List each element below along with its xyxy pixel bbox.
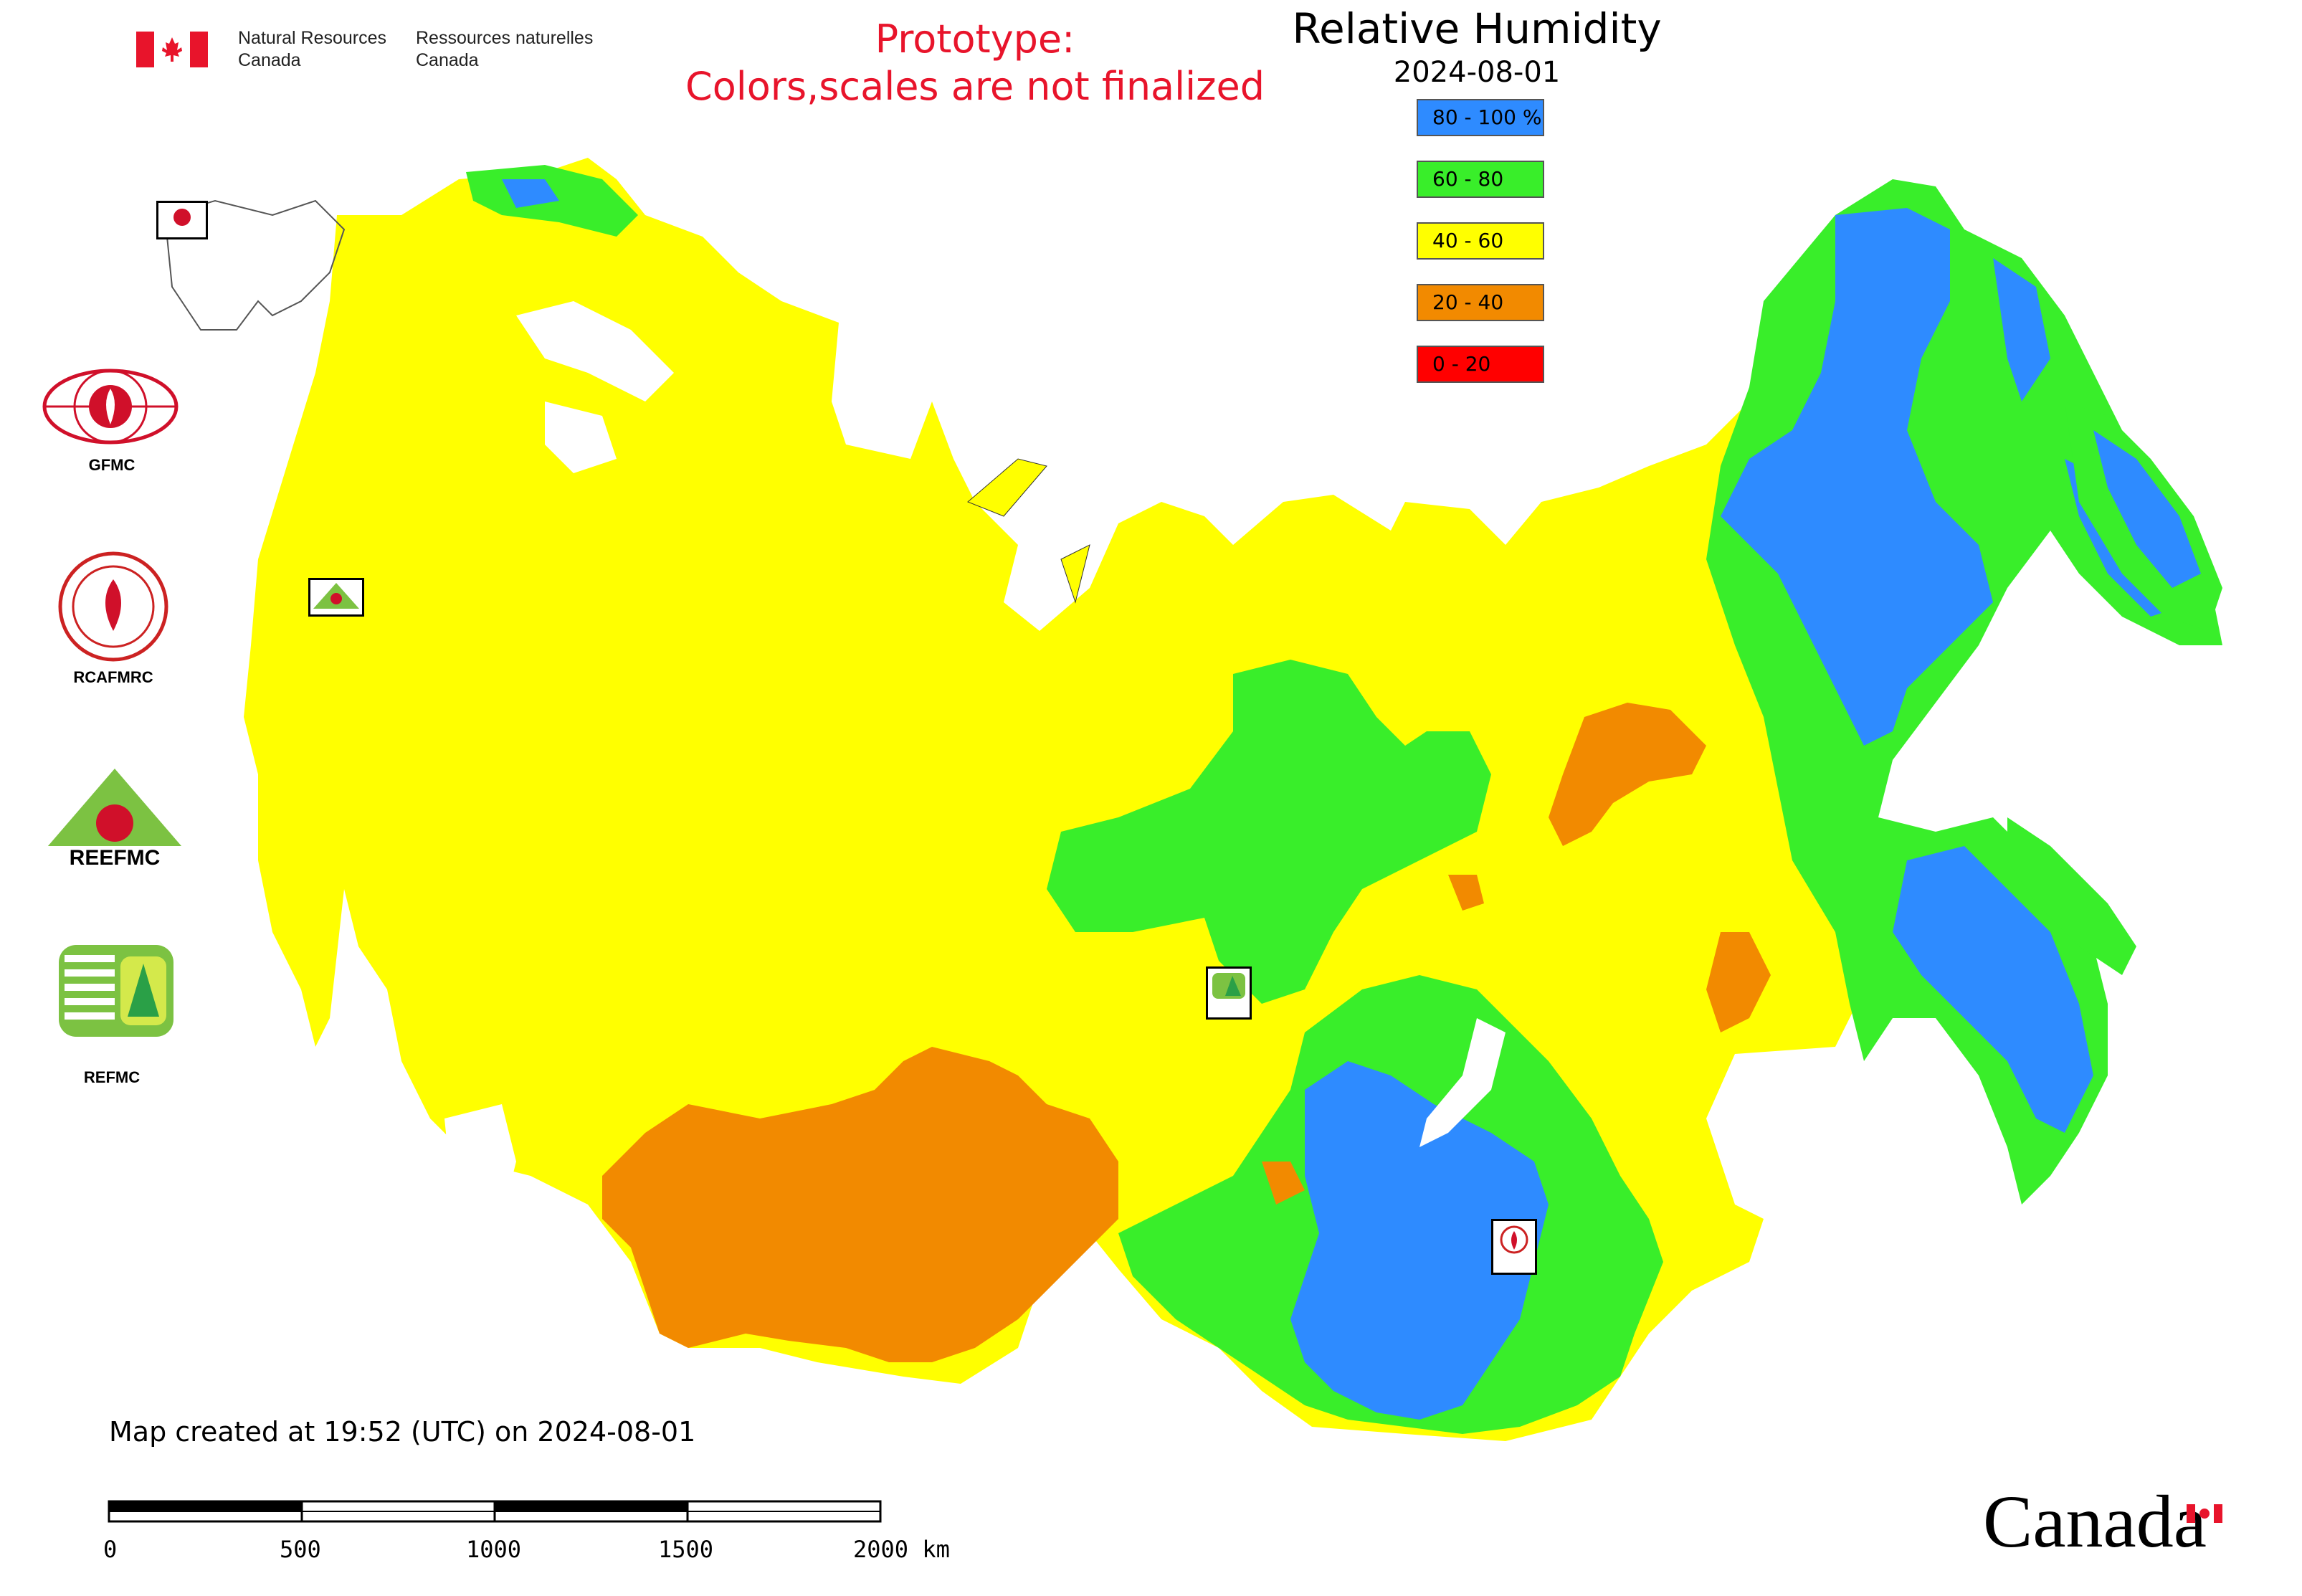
scale-bar	[108, 1500, 882, 1523]
map-region-blue-east	[1721, 208, 1993, 746]
legend-item-40-60: 40 - 60	[1417, 222, 1544, 260]
map-region-orange-kazakhstan	[602, 1047, 1118, 1362]
map-region-green-east	[1706, 179, 2222, 1205]
refmc-label: REFMC	[83, 1068, 141, 1086]
map-marker-reefmc	[308, 578, 364, 617]
dept-en-line2: Canada	[238, 50, 301, 70]
canada-flag-icon	[136, 32, 208, 67]
map-created-note: Map created at 19:52 (UTC) on 2024-08-01	[109, 1416, 696, 1448]
map-marker-refmc	[1206, 966, 1252, 1020]
refmc-logo	[59, 945, 173, 1037]
map-marker-gfmc	[156, 201, 208, 239]
map-region-yellow	[244, 158, 1979, 1441]
legend-item-80-100: 80 - 100 %	[1417, 99, 1544, 136]
dept-en-line1: Natural Resources	[238, 28, 387, 48]
map-region-blue-baikal	[1290, 1061, 1549, 1420]
gfmc-logo	[42, 369, 179, 445]
map-title: Relative Humidity	[1292, 4, 1662, 53]
gfmc-label: GFMC	[88, 456, 135, 474]
prototype-line1: Prototype:	[875, 16, 1075, 62]
legend-item-60-80: 60 - 80	[1417, 161, 1544, 198]
department-name-en: Natural Resources Canada	[238, 27, 386, 72]
map-marker-rcafmrc	[1491, 1219, 1537, 1275]
scale-tick-0: 0	[103, 1536, 118, 1563]
legend-item-20-40: 20 - 40	[1417, 284, 1544, 321]
dept-fr-line2: Canada	[416, 50, 479, 70]
map-marker-reefmc-icon	[313, 583, 359, 609]
prototype-notice: Prototype: Colors,scales are not finaliz…	[631, 16, 1319, 110]
scale-tick-500: 500	[280, 1536, 321, 1563]
map-region-orange-yakutia	[1549, 703, 1706, 846]
canada-wordmark: Canada	[1983, 1481, 2207, 1563]
legend-item-0-20: 0 - 20	[1417, 346, 1544, 383]
dept-fr-line1: Ressources naturelles	[416, 28, 594, 48]
scale-tick-1000: 1000	[466, 1536, 522, 1563]
scale-tick-2000: 2000 km	[853, 1536, 950, 1563]
map-marker-refmc-icon	[1212, 973, 1245, 999]
prototype-line2: Colors,scales are not finalized	[685, 64, 1265, 109]
map-date: 2024-08-01	[1393, 56, 1561, 89]
scale-tick-1500: 1500	[658, 1536, 714, 1563]
rcafmrc-logo	[58, 551, 168, 662]
rcafmrc-label: RCAFMRC	[73, 668, 153, 686]
map-region-green-central	[1047, 660, 1491, 1004]
department-name-fr: Ressources naturelles Canada	[416, 27, 593, 72]
map-marker-rcafmrc-icon	[1500, 1225, 1528, 1254]
reefmc-logo-text: REEFMC	[70, 846, 161, 870]
wordmark-flag-icon	[2187, 1504, 2222, 1523]
map-marker-gfmc-icon	[173, 209, 191, 226]
reefmc-logo: REEFMC	[43, 769, 186, 870]
